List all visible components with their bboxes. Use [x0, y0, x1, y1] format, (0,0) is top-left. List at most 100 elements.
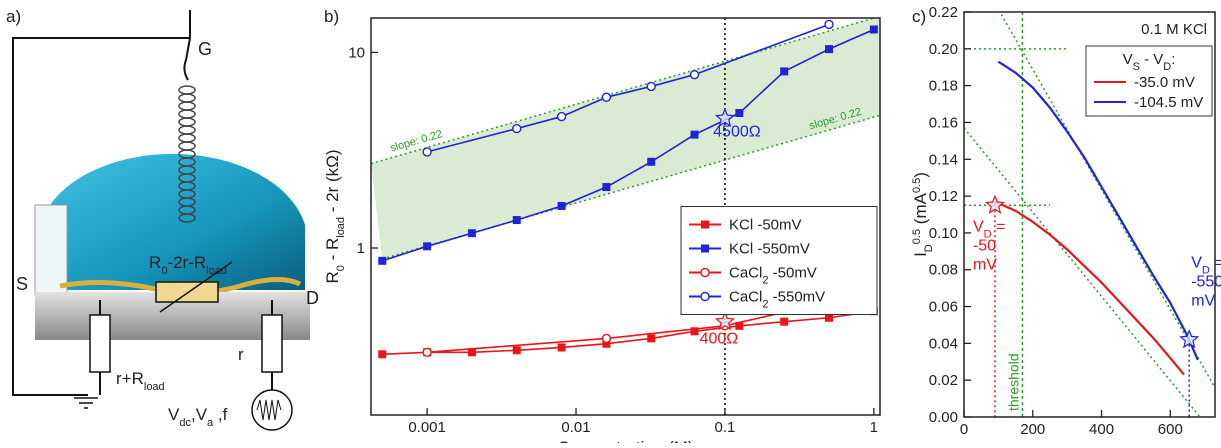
drain-resistor-label: r	[238, 345, 244, 364]
annotation: mV	[1191, 293, 1215, 310]
legend-title: VS - VD:	[1123, 51, 1176, 73]
series-line	[382, 310, 874, 356]
text-part: load	[206, 265, 227, 277]
guide-line	[371, 18, 877, 165]
frame	[370, 17, 881, 416]
threshold-label: threshold	[1005, 353, 1021, 411]
y-tick-label: 0.12	[929, 188, 958, 205]
guide-line	[998, 12, 1215, 388]
panel-label: a)	[6, 7, 21, 26]
annotation: -50	[973, 237, 996, 254]
gate-wire	[183, 10, 191, 81]
marker	[735, 109, 744, 118]
x-tick-label: 0.001	[408, 419, 446, 436]
text-part: (mA	[911, 192, 930, 229]
legend-label: -104.5 mV	[1134, 94, 1203, 111]
text-part: CaCl	[729, 289, 762, 306]
text-part: - V	[1140, 51, 1163, 68]
x-tick-label: 0	[960, 421, 968, 438]
gate-coil	[178, 85, 196, 223]
marker	[602, 339, 611, 348]
text-part: dc	[179, 417, 191, 429]
marker	[825, 313, 834, 322]
text-part: r+R	[116, 369, 144, 388]
marker	[378, 350, 387, 359]
text-part: D	[1163, 61, 1171, 73]
note: 0.1 M KCl	[1141, 21, 1207, 38]
marker	[467, 229, 476, 238]
text-part: load	[335, 217, 347, 238]
guide-line	[964, 127, 1201, 417]
panel-label: b)	[324, 7, 339, 26]
arrow	[159, 261, 233, 313]
marker	[378, 256, 387, 265]
y-tick-label: 0.10	[929, 225, 958, 242]
star-marker	[714, 107, 735, 127]
marker	[825, 45, 834, 54]
source-label: S	[16, 274, 28, 294]
marker	[601, 333, 612, 344]
x-tick-label: 0.01	[561, 419, 590, 436]
resistor	[261, 314, 283, 373]
y-axis-label: ID0.5 (mA0.5)	[911, 172, 935, 257]
series-line	[997, 60, 1199, 361]
y-tick-label: 0.00	[929, 409, 958, 426]
text-part: 0	[335, 265, 347, 271]
star-marker	[714, 311, 735, 331]
x-tick-label: 600	[1158, 421, 1183, 438]
text-part: V	[973, 218, 984, 235]
y-tick-label: 0.18	[929, 78, 958, 95]
text-part: )	[911, 172, 930, 178]
marker	[422, 147, 432, 157]
annotation: VD =	[1191, 255, 1221, 277]
wire	[12, 37, 190, 396]
ground	[74, 397, 98, 409]
x-tick-label: 1	[870, 419, 878, 436]
marker	[423, 242, 432, 251]
marker	[780, 67, 789, 76]
schematic	[12, 10, 310, 431]
marker	[647, 334, 656, 343]
legend-label: CaCl2 -50mV	[729, 265, 817, 287]
marker	[557, 201, 566, 210]
text-part: a	[207, 417, 214, 429]
resistor	[89, 314, 111, 373]
x-axis-label: Concentration (M)	[557, 438, 693, 443]
sine	[256, 399, 282, 421]
star-marker	[1179, 329, 1200, 349]
y-tick-label: 0.22	[929, 4, 958, 21]
marker	[467, 348, 476, 357]
text-part: 0.5	[911, 178, 923, 193]
y-tick-label: 0.06	[929, 299, 958, 316]
marker	[690, 327, 699, 336]
annotation: 400Ω	[700, 331, 739, 348]
y-tick-label: 10	[348, 44, 365, 61]
legend-label: KCl -550mV	[729, 241, 810, 258]
legend-marker	[701, 220, 709, 229]
text-part: - 2r (kΩ)	[323, 149, 342, 216]
marker	[735, 321, 744, 330]
text-part: 0	[161, 265, 167, 277]
marker	[512, 346, 521, 355]
marker	[647, 157, 656, 166]
y-tick-label: 0.14	[929, 151, 958, 168]
marker	[690, 130, 699, 139]
marker	[512, 123, 522, 134]
marker	[646, 81, 656, 92]
channel-resistor-label: R0-2r-Rload	[149, 253, 227, 277]
text-part: R	[323, 271, 342, 283]
y-tick-label: 1	[357, 240, 365, 257]
legend-label: -35.0 mV	[1134, 74, 1195, 91]
text-part: =	[1210, 255, 1221, 272]
x-tick-label: 0.1	[714, 419, 735, 436]
text-part: R	[149, 253, 161, 272]
panel-label: c)	[912, 7, 926, 26]
marker	[556, 111, 567, 122]
text-part: :	[1171, 51, 1175, 68]
text-part: I	[911, 252, 930, 257]
text-part: CaCl	[729, 265, 762, 282]
text-part: -550mV	[768, 289, 825, 306]
legend-marker	[701, 244, 709, 253]
